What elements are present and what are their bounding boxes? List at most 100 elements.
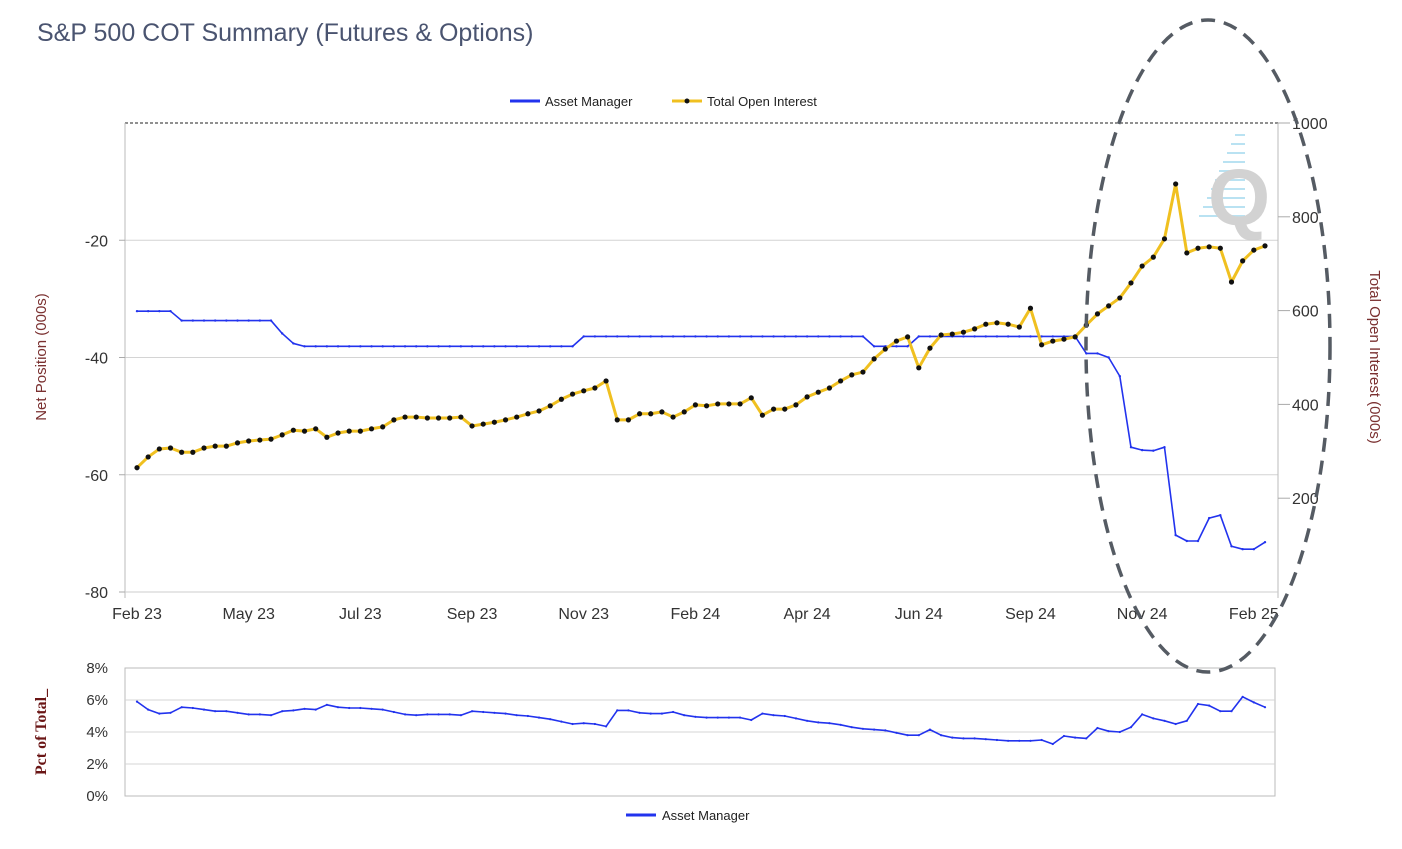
asset-manager-point	[973, 335, 976, 338]
pct-point	[794, 717, 798, 720]
open-interest-point	[368, 426, 375, 432]
open-interest-point	[447, 415, 453, 421]
pct-point	[448, 713, 451, 716]
pct-point	[738, 716, 742, 719]
pct-point	[269, 714, 273, 717]
open-interest-point	[1016, 324, 1022, 330]
open-interest-point	[246, 438, 252, 444]
pct-point	[817, 721, 820, 724]
asset-manager-point	[1096, 352, 1099, 355]
asset-manager-point	[984, 335, 987, 338]
pct-point	[493, 711, 496, 714]
open-interest-point	[1072, 334, 1078, 340]
open-interest-point	[960, 329, 967, 335]
right-tick-label: 800	[1292, 210, 1319, 227]
pct-point	[962, 737, 965, 740]
open-interest-point	[1251, 247, 1257, 253]
asset-manager-point	[995, 335, 999, 338]
pct-point	[1252, 701, 1255, 704]
asset-manager-point	[236, 319, 239, 322]
asset-manager-point	[403, 345, 407, 348]
open-interest-point	[391, 417, 397, 423]
left-tick-label: -20	[85, 233, 108, 250]
asset-manager-point	[962, 335, 965, 338]
right-tick-label: 200	[1292, 491, 1319, 508]
pct-tick-label: 2%	[86, 756, 108, 773]
pct-point	[716, 716, 719, 719]
asset-manager-point	[738, 335, 742, 338]
asset-manager-point	[359, 345, 362, 348]
right-axis-title: Total Open Interest (000s)	[1366, 270, 1383, 443]
open-interest-point	[335, 430, 341, 436]
asset-manager-point	[225, 319, 228, 322]
asset-manager-point	[415, 345, 418, 348]
open-interest-point	[703, 403, 710, 409]
pct-point	[984, 738, 987, 741]
pct-point	[292, 709, 295, 712]
legend-marker-total-open-interest	[684, 98, 690, 104]
pct-point	[336, 706, 340, 709]
pct-point	[839, 723, 842, 726]
pct-point	[202, 708, 206, 711]
asset-manager-point	[1029, 335, 1032, 338]
asset-manager-point	[526, 345, 530, 348]
asset-manager-point	[1263, 540, 1267, 544]
asset-manager-point	[1006, 335, 1010, 338]
pct-point	[1185, 719, 1188, 722]
asset-manager-point	[202, 319, 206, 322]
open-interest-point	[949, 331, 955, 337]
asset-manager-point	[616, 335, 619, 338]
x-tick-label: Nov 24	[1117, 606, 1168, 623]
asset-manager-point	[1018, 335, 1021, 338]
open-interest-point	[838, 378, 844, 384]
asset-manager-point	[850, 335, 853, 338]
pct-point	[225, 710, 228, 713]
asset-manager-point	[392, 345, 396, 348]
pct-point	[169, 711, 172, 714]
open-interest-point	[648, 411, 654, 417]
pct-point	[940, 734, 943, 737]
watermark-logo: Q	[1199, 134, 1270, 242]
asset-manager-point	[381, 345, 384, 348]
asset-manager-point	[537, 345, 541, 348]
open-interest-point	[469, 423, 475, 429]
pct-point	[158, 712, 161, 715]
asset-manager-point	[325, 345, 329, 348]
open-interest-point	[782, 406, 788, 412]
asset-manager-point	[750, 335, 753, 338]
asset-manager-point	[805, 335, 809, 338]
open-interest-point	[916, 365, 922, 371]
asset-manager-point	[493, 345, 496, 348]
asset-manager-point	[928, 335, 932, 338]
open-interest-point	[793, 402, 799, 408]
open-interest-point	[670, 414, 676, 420]
pct-point	[426, 713, 429, 716]
pct-point	[705, 716, 708, 719]
x-tick-label: May 23	[222, 606, 275, 623]
asset-manager-point	[515, 345, 518, 348]
pct-point	[683, 714, 686, 717]
open-interest-point	[201, 445, 207, 451]
pct-point	[1107, 730, 1110, 733]
pct-point	[236, 711, 239, 714]
series-asset-manager	[135, 309, 1267, 551]
pct-point	[772, 714, 775, 717]
legend-label-total-open-interest: Total Open Interest	[707, 94, 817, 109]
open-interest-point	[458, 414, 464, 420]
asset-manager-point	[336, 345, 340, 348]
x-tick-label: Feb 23	[112, 606, 162, 623]
watermark-q: Q	[1208, 153, 1270, 242]
x-tick-label: Feb 24	[671, 606, 721, 623]
x-tick-label: Nov 23	[558, 606, 609, 623]
open-interest-point	[603, 378, 609, 384]
open-interest-point	[1150, 254, 1156, 260]
main-grid	[125, 239, 1278, 476]
pct-tick-label: 6%	[86, 692, 108, 709]
asset-manager-point	[1085, 352, 1088, 355]
open-interest-point	[614, 417, 620, 423]
open-interest-point	[1139, 263, 1145, 269]
pct-point	[403, 713, 407, 716]
open-interest-point	[938, 332, 944, 338]
asset-manager-point	[1252, 548, 1256, 551]
